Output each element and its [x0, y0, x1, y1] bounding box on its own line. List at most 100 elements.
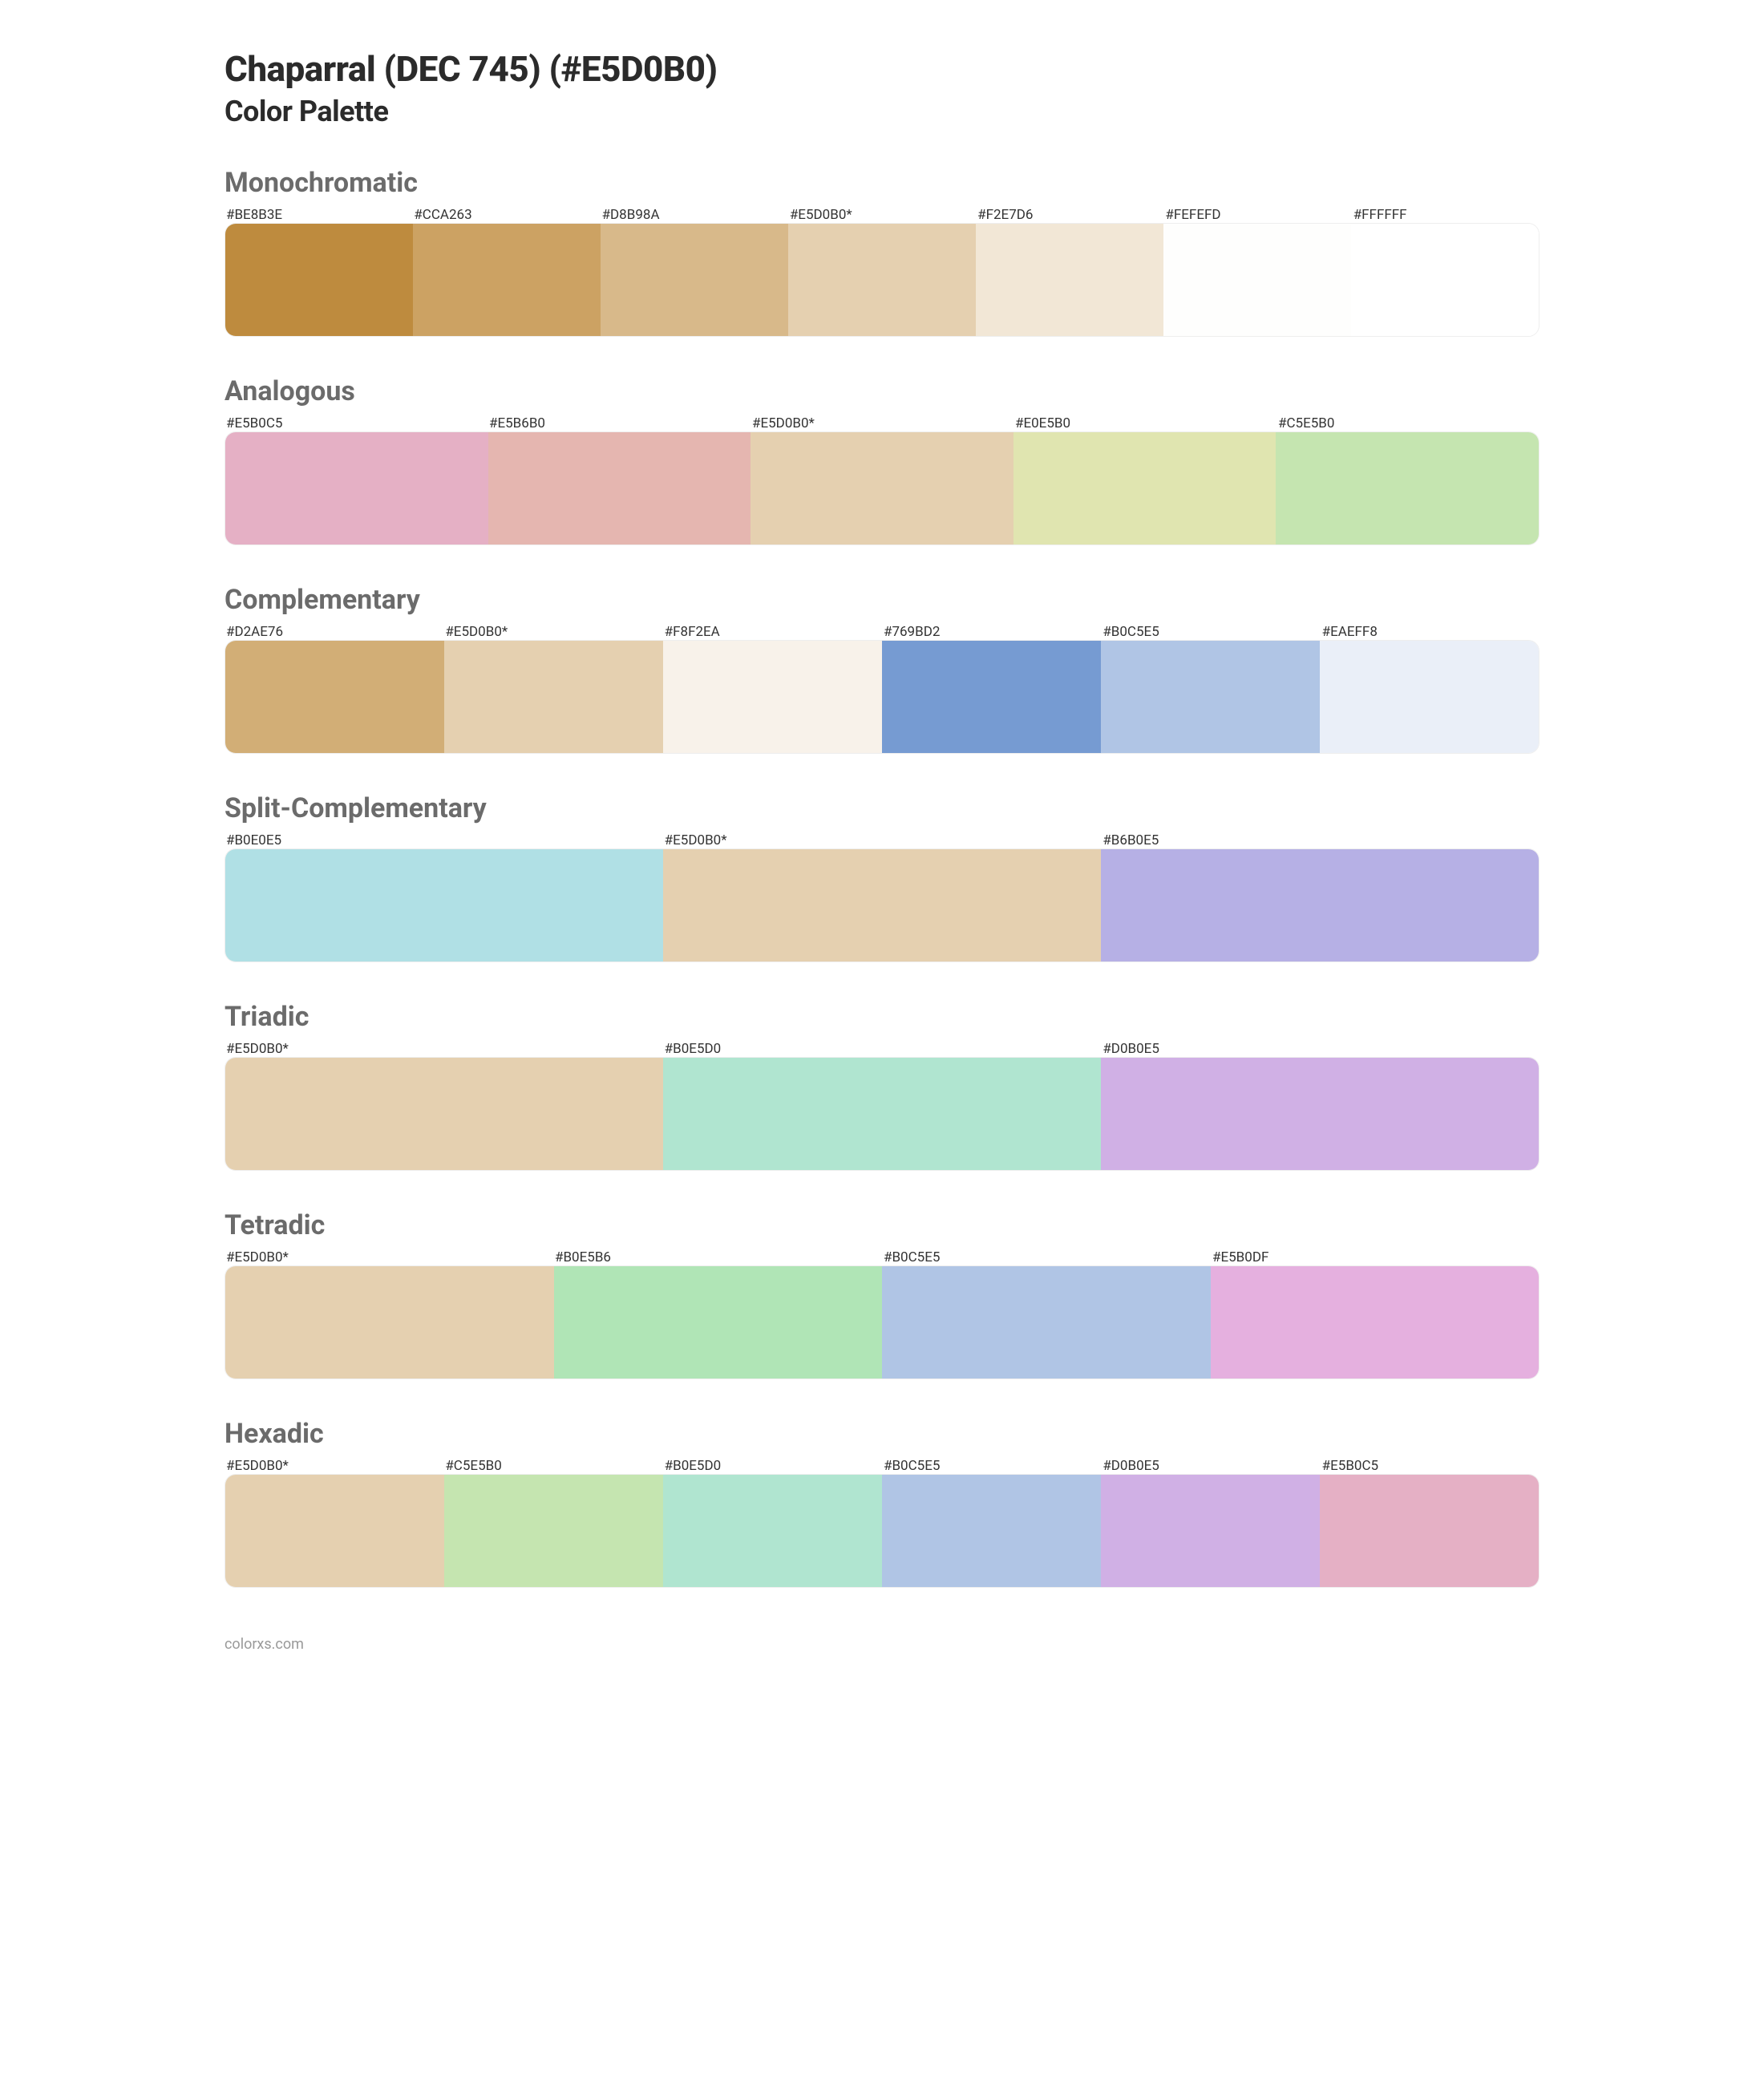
color-swatch[interactable] [882, 1475, 1101, 1587]
color-swatch[interactable] [663, 1058, 1101, 1170]
color-swatch[interactable] [225, 432, 488, 545]
color-swatch[interactable] [225, 1058, 663, 1170]
section-title: Tetradic [225, 1209, 1539, 1241]
swatch-label: #E5D0B0* [663, 832, 1102, 848]
color-swatch[interactable] [1211, 1266, 1539, 1379]
swatch-row [225, 640, 1539, 754]
color-swatch[interactable] [1276, 432, 1539, 545]
swatch-row [225, 1474, 1539, 1588]
swatch-label: #B0E5D0 [663, 1458, 882, 1474]
color-swatch[interactable] [225, 1266, 554, 1379]
color-swatch[interactable] [554, 1266, 883, 1379]
color-swatch[interactable] [1163, 224, 1351, 336]
color-swatch[interactable] [488, 432, 751, 545]
color-swatch[interactable] [1101, 641, 1320, 753]
swatch-row [225, 848, 1539, 962]
palette-section: Monochromatic #BE8B3E#CCA263#D8B98A#E5D0B… [225, 167, 1539, 337]
swatch-label: #E0E5B0 [1013, 415, 1276, 431]
color-swatch[interactable] [413, 224, 601, 336]
section-title: Complementary [225, 584, 1539, 616]
palette-section: Triadic #E5D0B0*#B0E5D0#D0B0E5 [225, 1001, 1539, 1171]
color-swatch[interactable] [663, 641, 882, 753]
swatch-label: #D8B98A [601, 207, 788, 223]
swatch-label: #B0E0E5 [225, 832, 663, 848]
palette-section: Complementary #D2AE76#E5D0B0*#F8F2EA#769B… [225, 584, 1539, 754]
color-swatch[interactable] [1320, 641, 1539, 753]
swatch-labels: #E5D0B0*#C5E5B0#B0E5D0#B0C5E5#D0B0E5#E5B… [225, 1458, 1539, 1474]
section-title: Hexadic [225, 1418, 1539, 1450]
color-swatch[interactable] [788, 224, 976, 336]
swatch-label: #B6B0E5 [1101, 832, 1539, 848]
swatch-label: #B0E5D0 [663, 1041, 1102, 1057]
swatch-label: #E5D0B0* [225, 1249, 553, 1265]
swatch-labels: #E5D0B0*#B0E5B6#B0C5E5#E5B0DF [225, 1249, 1539, 1265]
color-swatch[interactable] [1101, 1475, 1320, 1587]
color-swatch[interactable] [225, 1475, 444, 1587]
swatch-label: #B0C5E5 [1101, 624, 1320, 640]
swatch-label: #D2AE76 [225, 624, 443, 640]
swatch-label: #E5D0B0* [751, 415, 1013, 431]
swatch-row [225, 1057, 1539, 1171]
color-swatch[interactable] [444, 641, 663, 753]
swatch-label: #B0C5E5 [882, 1249, 1211, 1265]
page-subtitle: Color Palette [225, 95, 1539, 128]
color-swatch[interactable] [751, 432, 1013, 545]
swatch-label: #E5D0B0* [225, 1458, 443, 1474]
swatch-label: #B0C5E5 [882, 1458, 1101, 1474]
swatch-label: #C5E5B0 [1276, 415, 1539, 431]
swatch-row [225, 1265, 1539, 1379]
color-swatch[interactable] [663, 849, 1101, 962]
swatch-label: #FFFFFF [1352, 207, 1539, 223]
palette-section: Analogous #E5B0C5#E5B6B0#E5D0B0*#E0E5B0#C… [225, 375, 1539, 545]
color-swatch[interactable] [1013, 432, 1276, 545]
palette-section: Split-Complementary#B0E0E5#E5D0B0*#B6B0E… [225, 792, 1539, 962]
footer-credit: colorxs.com [225, 1636, 1539, 1653]
swatch-labels: #BE8B3E#CCA263#D8B98A#E5D0B0*#F2E7D6#FEF… [225, 207, 1539, 223]
swatch-label: #E5D0B0* [225, 1041, 663, 1057]
section-title: Analogous [225, 375, 1539, 407]
section-title: Triadic [225, 1001, 1539, 1033]
color-swatch[interactable] [1351, 224, 1539, 336]
swatch-label: #CCA263 [412, 207, 600, 223]
color-swatch[interactable] [1320, 1475, 1539, 1587]
swatch-label: #F2E7D6 [976, 207, 1163, 223]
swatch-label: #BE8B3E [225, 207, 412, 223]
swatch-label: #E5B0C5 [225, 415, 488, 431]
swatch-label: #D0B0E5 [1101, 1458, 1320, 1474]
palette-section: Tetradic #E5D0B0*#B0E5B6#B0C5E5#E5B0DF [225, 1209, 1539, 1379]
color-swatch[interactable] [1101, 849, 1539, 962]
swatch-label: #E5D0B0* [443, 624, 662, 640]
section-title: Monochromatic [225, 167, 1539, 199]
page-title: Chaparral (DEC 745) (#E5D0B0) [225, 48, 1539, 90]
swatch-labels: #D2AE76#E5D0B0*#F8F2EA#769BD2#B0C5E5#EAE… [225, 624, 1539, 640]
color-swatch[interactable] [601, 224, 788, 336]
swatch-row [225, 431, 1539, 545]
swatch-row [225, 223, 1539, 337]
swatch-labels: #E5B0C5#E5B6B0#E5D0B0*#E0E5B0#C5E5B0 [225, 415, 1539, 431]
color-swatch[interactable] [225, 641, 444, 753]
swatch-label: #F8F2EA [663, 624, 882, 640]
swatch-label: #EAEFF8 [1321, 624, 1539, 640]
swatch-label: #769BD2 [882, 624, 1101, 640]
page-header: Chaparral (DEC 745) (#E5D0B0) Color Pale… [225, 48, 1539, 128]
swatch-label: #E5B6B0 [488, 415, 751, 431]
color-swatch[interactable] [882, 641, 1101, 753]
swatch-label: #C5E5B0 [443, 1458, 662, 1474]
color-swatch[interactable] [976, 224, 1163, 336]
palette-sections: Monochromatic#BE8B3E#CCA263#D8B98A#E5D0B… [225, 167, 1539, 1588]
color-swatch[interactable] [882, 1266, 1211, 1379]
swatch-label: #E5D0B0* [788, 207, 976, 223]
color-swatch[interactable] [225, 224, 413, 336]
palette-section: Hexadic #E5D0B0*#C5E5B0#B0E5D0#B0C5E5#D0B… [225, 1418, 1539, 1588]
color-swatch[interactable] [444, 1475, 663, 1587]
color-swatch[interactable] [1101, 1058, 1539, 1170]
swatch-label: #B0E5B6 [553, 1249, 882, 1265]
swatch-label: #D0B0E5 [1101, 1041, 1539, 1057]
swatch-label: #FEFEFD [1163, 207, 1351, 223]
swatch-label: #E5B0DF [1211, 1249, 1539, 1265]
swatch-labels: #B0E0E5#E5D0B0*#B6B0E5 [225, 832, 1539, 848]
swatch-labels: #E5D0B0*#B0E5D0#D0B0E5 [225, 1041, 1539, 1057]
color-swatch[interactable] [663, 1475, 882, 1587]
color-swatch[interactable] [225, 849, 663, 962]
swatch-label: #E5B0C5 [1321, 1458, 1539, 1474]
